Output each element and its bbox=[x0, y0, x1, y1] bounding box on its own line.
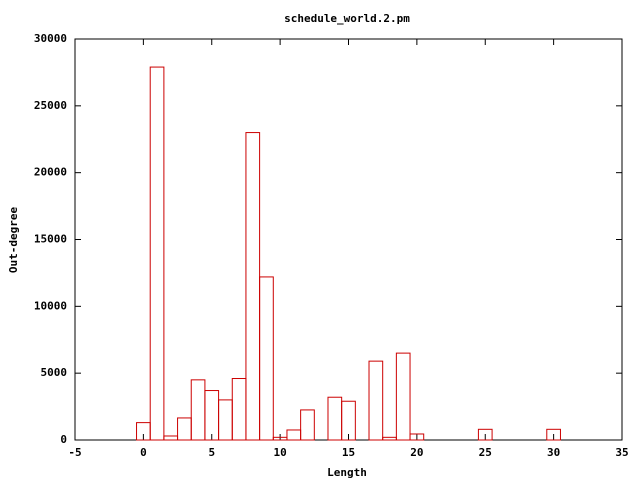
bar bbox=[149, 66, 165, 441]
bar bbox=[300, 409, 315, 441]
bar bbox=[368, 360, 384, 441]
y-tick-label: 15000 bbox=[34, 233, 67, 246]
x-axis-label: Length bbox=[327, 466, 367, 479]
x-tick-label: 10 bbox=[274, 446, 287, 459]
x-tick-label: -5 bbox=[68, 446, 81, 459]
x-tick-label: 0 bbox=[140, 446, 147, 459]
x-tick-label: 15 bbox=[342, 446, 355, 459]
bar bbox=[409, 433, 425, 441]
bar bbox=[395, 352, 411, 441]
x-tick-label: 35 bbox=[615, 446, 628, 459]
y-axis-label: Out-degree bbox=[7, 207, 20, 274]
x-tick-label: 30 bbox=[547, 446, 560, 459]
x-tick-label: 20 bbox=[410, 446, 423, 459]
y-tick-label: 0 bbox=[60, 433, 67, 446]
bar bbox=[477, 428, 493, 441]
x-tick-label: 5 bbox=[208, 446, 215, 459]
chart-title: schedule_world.2.pm bbox=[284, 12, 410, 25]
y-tick-label: 25000 bbox=[34, 99, 67, 112]
y-tick-label: 30000 bbox=[34, 32, 67, 45]
y-tick-label: 20000 bbox=[34, 166, 67, 179]
bar bbox=[546, 428, 561, 441]
bar bbox=[259, 276, 274, 441]
y-tick-label: 10000 bbox=[34, 299, 67, 312]
y-tick-label: 5000 bbox=[41, 366, 68, 379]
x-tick-label: 25 bbox=[479, 446, 492, 459]
bar bbox=[341, 400, 356, 441]
